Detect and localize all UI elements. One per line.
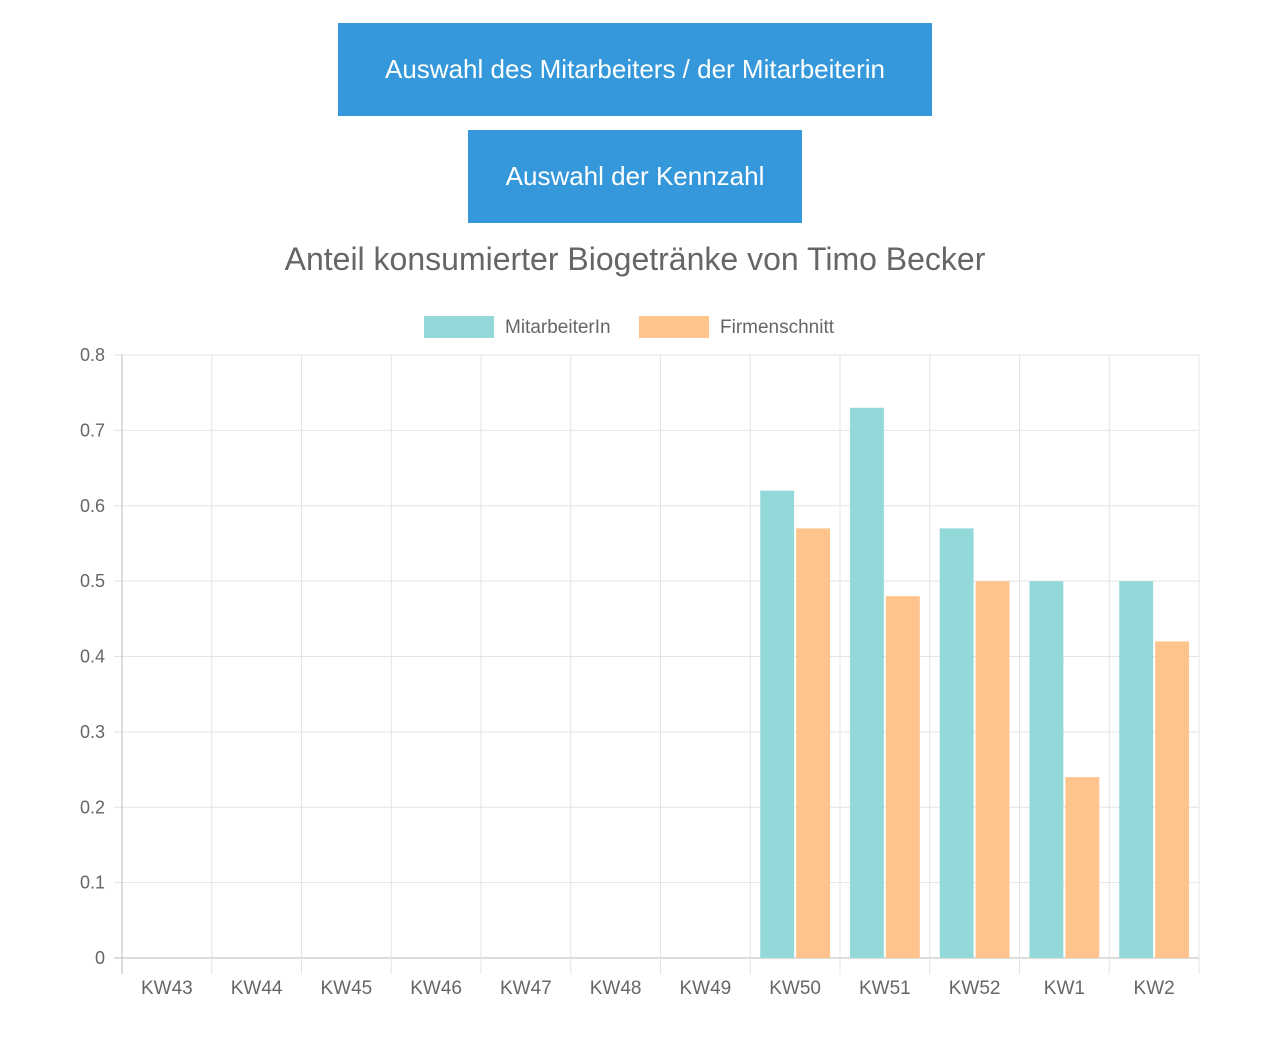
x-tick-label-3: KW46 bbox=[410, 978, 462, 999]
bar-s1-KW50[interactable] bbox=[796, 528, 831, 958]
legend-label-0[interactable]: MitarbeiterIn bbox=[505, 317, 611, 338]
y-tick-label-3: 0.3 bbox=[80, 722, 105, 742]
x-tick-label-7: KW50 bbox=[769, 978, 821, 999]
bars bbox=[760, 407, 1190, 958]
y-tick-label-8: 0.8 bbox=[80, 345, 105, 365]
axes: KW43 KW44 KW45 KW46 KW47 KW48 KW49 KW50 KW51 KW52… bbox=[141, 978, 1175, 999]
y-tick-label-7: 0.7 bbox=[80, 420, 105, 440]
bar-s1-KW51[interactable] bbox=[885, 596, 920, 958]
bar-s0-KW2[interactable] bbox=[1119, 581, 1154, 958]
x-tick-label-0: KW43 bbox=[141, 978, 193, 999]
x-tick-label-2: KW45 bbox=[321, 978, 373, 999]
metric-select-button[interactable]: Auswahl der Kennzahl bbox=[468, 130, 802, 223]
legend: MitarbeiterIn Firmenschnitt bbox=[424, 316, 835, 338]
y-tick-label-2: 0.2 bbox=[80, 797, 105, 817]
legend-swatch-1[interactable] bbox=[639, 316, 709, 338]
y-tick-label-0: 0 bbox=[95, 948, 105, 968]
x-tick-label-9: KW52 bbox=[949, 978, 1001, 999]
bar-s0-KW50[interactable] bbox=[760, 490, 795, 958]
employee-select-button[interactable]: Auswahl des Mitarbeiters / der Mitarbeit… bbox=[338, 23, 932, 116]
bar-s1-KW2[interactable] bbox=[1155, 641, 1190, 958]
x-tick-label-5: KW48 bbox=[590, 978, 642, 999]
bar-chart: Anteil konsumierter Biogetränke von Timo… bbox=[0, 230, 1286, 1039]
y-tick-label-4: 0.4 bbox=[80, 647, 105, 667]
y-tick-label-6: 0.6 bbox=[80, 496, 105, 516]
x-tick-label-6: KW49 bbox=[680, 978, 732, 999]
chart-title: Anteil konsumierter Biogetränke von Timo… bbox=[285, 241, 986, 277]
bar-s0-KW52[interactable] bbox=[939, 528, 974, 958]
bar-s0-KW51[interactable] bbox=[849, 407, 884, 958]
legend-swatch-0[interactable] bbox=[424, 316, 494, 338]
bar-s0-KW1[interactable] bbox=[1029, 581, 1064, 958]
bar-s1-KW1[interactable] bbox=[1065, 777, 1100, 958]
chart-svg: Anteil konsumierter Biogetränke von Timo… bbox=[80, 241, 1200, 999]
x-tick-label-1: KW44 bbox=[231, 978, 283, 999]
x-tick-label-4: KW47 bbox=[500, 978, 552, 999]
grid: 0 0.1 0.2 0.3 0.4 0.5 0.6 0.7 0.8 bbox=[80, 345, 1200, 974]
x-tick-label-8: KW51 bbox=[859, 978, 911, 999]
legend-label-1[interactable]: Firmenschnitt bbox=[720, 317, 835, 338]
y-tick-label-5: 0.5 bbox=[80, 571, 105, 591]
bar-s1-KW52[interactable] bbox=[975, 581, 1010, 958]
y-tick-label-1: 0.1 bbox=[80, 873, 105, 893]
x-tick-label-10: KW1 bbox=[1044, 978, 1085, 999]
x-tick-label-11: KW2 bbox=[1134, 978, 1175, 999]
